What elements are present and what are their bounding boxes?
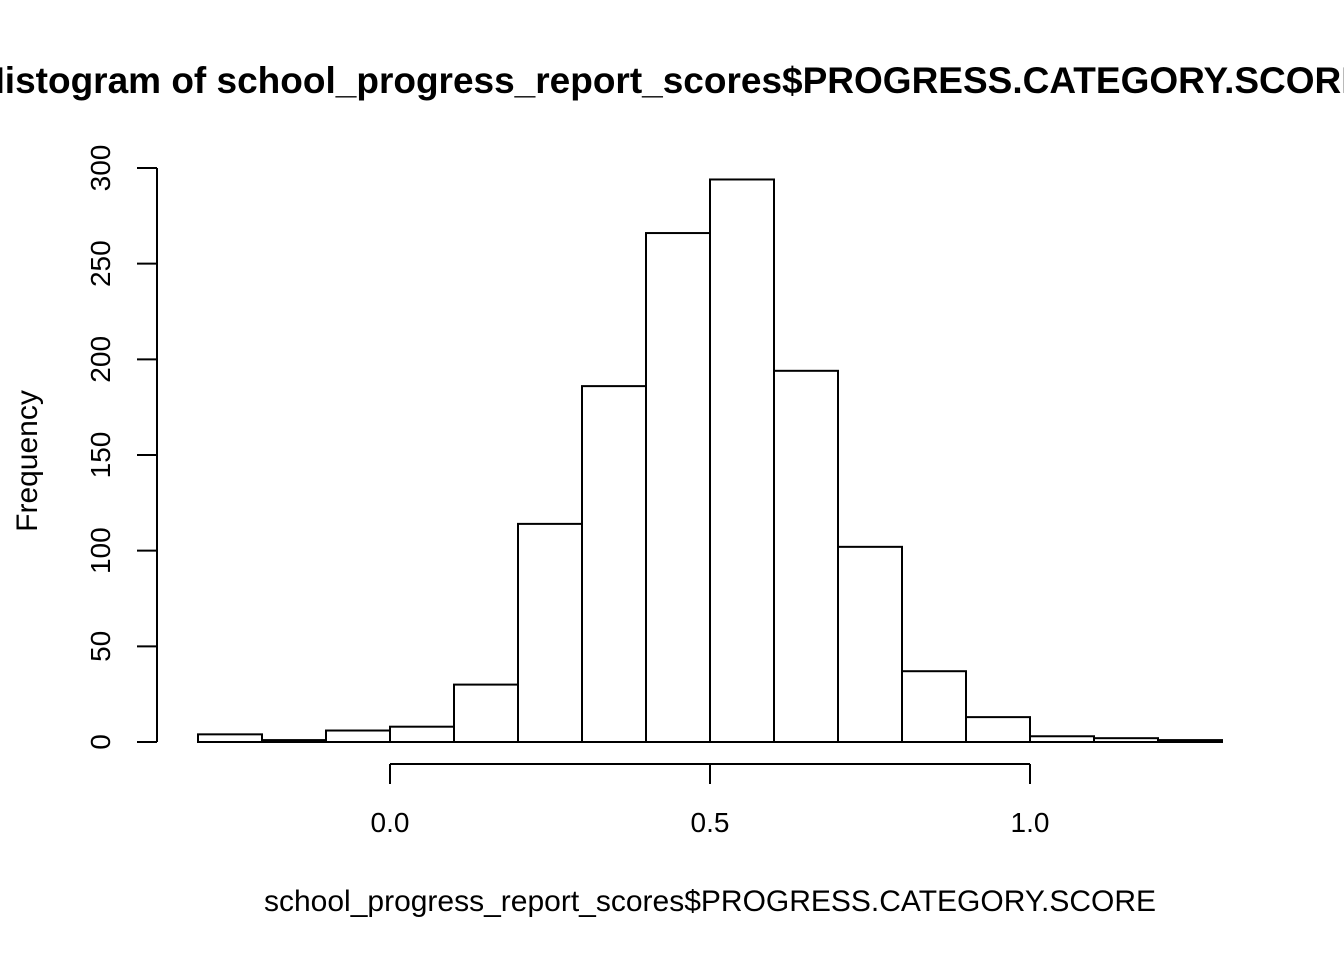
histogram-bar-7: [645, 232, 711, 743]
x-axis-label: school_progress_report_scores$PROGRESS.C…: [264, 885, 1156, 918]
histogram-bar-6: [581, 385, 647, 743]
histogram-bar-3: [389, 725, 455, 744]
chart-title: Histogram of school_progress_report_scor…: [0, 60, 1344, 101]
histogram-bar-5: [517, 522, 583, 743]
y-tick-label-0: 0: [85, 734, 116, 750]
y-tick-label-1: 50: [85, 631, 116, 662]
histogram-bar-12: [965, 716, 1031, 743]
histogram-bar-15: [1157, 739, 1223, 744]
histogram-bar-11: [901, 670, 967, 743]
y-axis-label: Frequency: [11, 390, 44, 532]
histogram-bar-2: [325, 729, 391, 744]
x-tick-label-2: 1.0: [1011, 807, 1050, 838]
y-tick-label-6: 300: [85, 145, 116, 192]
x-tick-label-0: 0.0: [371, 807, 410, 838]
x-tick-label-1: 0.5: [691, 807, 730, 838]
x-axis: 0.0 0.5 1.0: [371, 763, 1050, 838]
histogram-bar-1: [261, 739, 327, 744]
histogram-bar-14: [1093, 737, 1159, 744]
y-tick-label-3: 150: [85, 432, 116, 479]
histogram-bar-0: [197, 733, 263, 744]
histogram-bar-13: [1029, 735, 1095, 744]
histogram-bar-4: [453, 683, 519, 743]
histogram-bar-8: [709, 178, 775, 744]
y-tick-label-5: 250: [85, 240, 116, 287]
histogram-bar-10: [837, 545, 903, 744]
histogram-bar-9: [773, 369, 839, 743]
histogram-bars: [197, 178, 1223, 744]
y-tick-label-2: 100: [85, 527, 116, 574]
y-axis: 0 50 100 150 200 250 300: [85, 145, 158, 750]
y-tick-label-4: 200: [85, 336, 116, 383]
